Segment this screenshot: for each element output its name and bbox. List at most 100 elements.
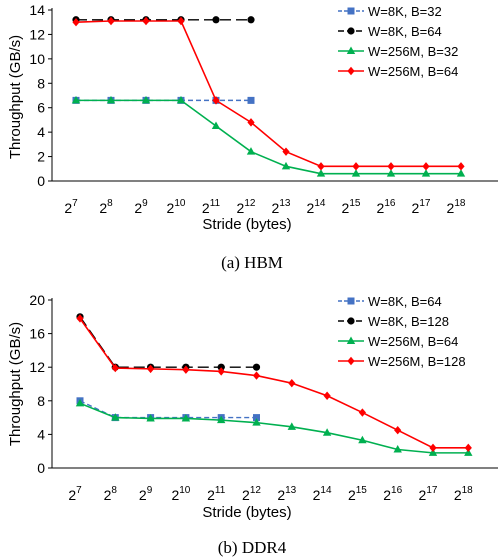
data-point xyxy=(351,169,361,177)
data-point xyxy=(358,408,366,417)
series-2 xyxy=(75,398,473,456)
data-point xyxy=(217,367,225,376)
x-tick-base: 2 xyxy=(207,487,215,503)
x-tick-exponent: 14 xyxy=(314,198,326,209)
data-point xyxy=(217,363,225,371)
data-point xyxy=(111,413,120,421)
series-line xyxy=(79,400,257,419)
x-tick-base: 2 xyxy=(307,200,315,216)
data-point xyxy=(428,448,438,456)
y-tick-label: 12 xyxy=(29,359,45,375)
x-tick-base: 2 xyxy=(167,200,175,216)
data-point xyxy=(422,162,430,171)
x-tick-exponent: 10 xyxy=(179,485,191,496)
x-tick-exponent: 13 xyxy=(285,485,297,496)
x-tick-exponent: 18 xyxy=(462,485,474,496)
data-point xyxy=(247,118,255,127)
series-0 xyxy=(76,397,260,422)
data-point xyxy=(316,169,326,177)
series-3 xyxy=(76,314,472,453)
data-point xyxy=(287,422,296,430)
data-point xyxy=(317,162,325,171)
x-tick-base: 2 xyxy=(134,200,142,216)
y-tick-label: 4 xyxy=(37,426,45,442)
data-point xyxy=(147,364,155,374)
series-line xyxy=(75,20,461,168)
x-tick-label: 217 xyxy=(419,485,438,503)
x-tick-label: 27 xyxy=(64,198,78,216)
x-tick-exponent: 14 xyxy=(320,485,332,496)
x-tick-exponent: 15 xyxy=(356,485,368,496)
legend-marker xyxy=(346,46,356,54)
data-point xyxy=(142,16,150,26)
x-tick-label: 213 xyxy=(272,198,291,216)
data-point xyxy=(253,414,260,422)
x-tick-label: 214 xyxy=(313,485,332,503)
legend: W=8K, B=32 W=8K, B=64 W=256M, B=32 W=256M, … xyxy=(338,4,458,79)
x-tick-label: 28 xyxy=(104,485,118,503)
x-tick-exponent: 16 xyxy=(391,485,403,496)
series-3 xyxy=(72,16,465,171)
data-point xyxy=(217,415,226,424)
data-point xyxy=(393,445,402,453)
x-tick-exponent: 18 xyxy=(454,198,466,209)
data-point xyxy=(394,426,402,435)
legend-marker xyxy=(347,66,355,76)
x-tick-exponent: 12 xyxy=(244,198,256,209)
x-tick-label: 216 xyxy=(383,485,402,503)
data-point xyxy=(71,95,81,104)
data-point xyxy=(464,448,473,456)
legend-label: W=256M, B=64 xyxy=(368,334,458,349)
legend-label: W=8K, B=32 xyxy=(368,4,442,19)
data-point xyxy=(247,96,255,104)
x-tick-exponent: 7 xyxy=(76,485,82,496)
x-tick-exponent: 13 xyxy=(279,198,291,209)
x-tick-label: 29 xyxy=(134,198,148,216)
series-line xyxy=(79,316,257,368)
x-tick-exponent: 7 xyxy=(72,198,78,209)
y-tick-label: 8 xyxy=(37,393,45,409)
x-tick-exponent: 12 xyxy=(250,485,262,496)
data-point xyxy=(141,95,151,104)
x-tick-base: 2 xyxy=(171,487,179,503)
x-tick-base: 2 xyxy=(139,487,147,503)
data-point xyxy=(107,16,115,26)
x-tick-label: 213 xyxy=(277,485,296,503)
data-point xyxy=(252,418,261,426)
x-tick-label: 215 xyxy=(348,485,367,503)
y-axis-label: Throughput (GB/s) xyxy=(7,35,24,159)
data-point xyxy=(182,365,190,374)
x-tick-label: 211 xyxy=(207,485,226,503)
x-axis-label: Stride (bytes) xyxy=(202,504,291,521)
data-point xyxy=(421,169,431,177)
data-point xyxy=(281,161,291,170)
legend-marker xyxy=(346,336,356,344)
x-tick-label: 216 xyxy=(377,198,396,216)
data-point xyxy=(106,95,116,104)
x-tick-base: 2 xyxy=(104,487,112,503)
series-1 xyxy=(76,313,261,371)
x-tick-exponent: 11 xyxy=(210,198,221,209)
x-tick-base: 2 xyxy=(419,487,427,503)
y-tick-label: 6 xyxy=(37,100,45,116)
x-tick-exponent: 10 xyxy=(174,198,186,209)
data-point xyxy=(322,428,332,436)
y-tick-label: 16 xyxy=(29,326,45,342)
series-line xyxy=(79,402,469,454)
x-tick-label: 210 xyxy=(171,485,190,503)
data-point xyxy=(176,95,186,104)
data-point xyxy=(212,96,220,105)
x-tick-base: 2 xyxy=(342,200,350,216)
x-tick-base: 2 xyxy=(383,487,391,503)
chart-caption: (a) HBM xyxy=(221,253,283,272)
series-line xyxy=(79,318,469,449)
data-point xyxy=(464,443,472,453)
x-tick-base: 2 xyxy=(242,487,250,503)
data-point xyxy=(352,162,360,171)
x-tick-exponent: 8 xyxy=(107,198,113,209)
x-tick-label: 214 xyxy=(307,198,326,216)
y-tick-label: 14 xyxy=(29,2,45,18)
data-point xyxy=(75,398,85,407)
